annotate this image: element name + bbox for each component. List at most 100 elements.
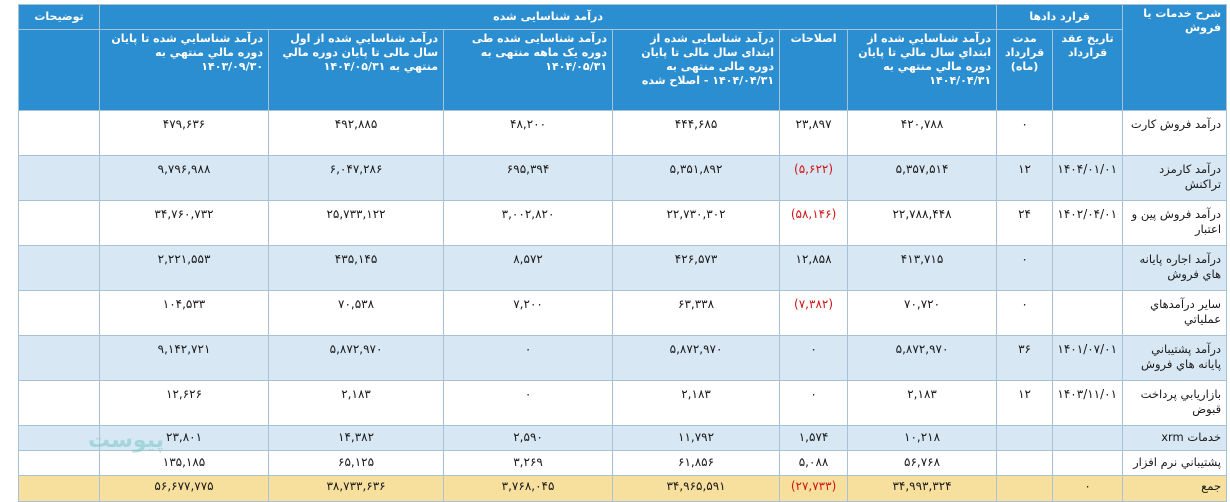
cell-rev-ytd: ۶۵,۱۲۵: [268, 450, 445, 476]
cell-rev-ytd: ۴۹۲,۸۸۵: [268, 110, 445, 156]
cell-description: [18, 110, 100, 156]
header-rev-ytd: درآمد شناسايي شده از اول سال مالی تا پای…: [268, 29, 445, 111]
header-recognized-group: درآمد شناسایی شده: [98, 4, 998, 30]
total-rev-month: ۳,۷۶۸,۰۴۵: [443, 475, 614, 502]
cell-date: ۱۴۰۴/۰۱/۰۱: [1052, 155, 1124, 201]
watermark-logo: پیوست: [88, 428, 164, 453]
cell-corrections: ۱۲,۸۵۸: [779, 245, 849, 291]
total-service: جمع: [1122, 475, 1228, 502]
cell-rev-month: ۰: [443, 335, 614, 381]
cell-rev-month: ۲,۵۹۰: [443, 425, 614, 451]
cell-corrections: ۲۳,۸۹۷: [779, 110, 849, 156]
cell-corrections: ۱,۵۷۴: [779, 425, 849, 451]
cell-corrections: ۰: [779, 380, 849, 426]
header-corrections: اصلاحات: [779, 29, 849, 111]
cell-rev-ytd: ۲۵,۷۳۳,۱۲۲: [268, 200, 445, 246]
cell-rev-start-prev: ۷۰,۷۲۰: [847, 290, 998, 336]
header-contract-date: تاریخ عقد قرارداد: [1052, 29, 1124, 111]
total-rev-end-fy: ۵۶,۶۷۷,۷۷۵: [98, 475, 270, 502]
cell-description: [18, 245, 100, 291]
cell-rev-end-fy: ۹,۱۴۲,۷۲۱: [98, 335, 270, 381]
cell-service: ساير درآمدهاي عملياتي: [1122, 290, 1228, 336]
cell-rev-end-fy: ۱۰۴,۵۳۳: [98, 290, 270, 336]
cell-rev-month: ۶۹۵,۳۹۴: [443, 155, 614, 201]
report-container: شرح خدمات یا فروش قرارد دادها درآمد شناس…: [18, 4, 1228, 502]
cell-date: ۱۴۰۲/۰۴/۰۱: [1052, 200, 1124, 246]
cell-corrections: (۵۸,۱۴۶): [779, 200, 849, 246]
cell-service: درآمد کارمزد تراکنش: [1122, 155, 1228, 201]
table-row: درآمد فروش پین و اعتبار ۱۴۰۲/۰۴/۰۱ ۲۴ ۲۲,۷۸…: [18, 200, 1228, 246]
cell-rev-start-corrected: ۱۱,۷۹۲: [612, 425, 781, 451]
cell-description: [18, 290, 100, 336]
table-row: پشتيباني نرم افزار ۵۶,۷۶۸ ۵,۰۸۸ ۶۱,۸۵۶ ۳,۲۶۹…: [18, 450, 1228, 476]
cell-rev-ytd: ۴۳۵,۱۴۵: [268, 245, 445, 291]
total-duration: [996, 475, 1054, 502]
header-description: توضیحات: [18, 4, 100, 30]
cell-service: درآمد اجاره پایانه هاي فروش: [1122, 245, 1228, 291]
cell-service: درآمد فروش پین و اعتبار: [1122, 200, 1228, 246]
cell-rev-ytd: ۵,۸۷۲,۹۷۰: [268, 335, 445, 381]
cell-date: ۱۴۰۳/۱۱/۰۱: [1052, 380, 1124, 426]
cell-service: درآمد فروش کارت: [1122, 110, 1228, 156]
cell-rev-start-prev: ۵,۸۷۲,۹۷۰: [847, 335, 998, 381]
cell-description: [18, 155, 100, 201]
table-row: درآمد پشتيباني پايانه هاي فروش ۱۴۰۱/۰۷/۰۱…: [18, 335, 1228, 381]
cell-corrections: ۰: [779, 335, 849, 381]
cell-rev-month: ۴۸,۲۰۰: [443, 110, 614, 156]
header-rev-start-corrected: درآمد شناسایی شده از ابتدای سال مالی تا …: [612, 29, 781, 111]
table-row: بازاريابي پرداخت قبوض ۱۴۰۳/۱۱/۰۱ ۱۲ ۲,۱۸۳ ۰ ۲…: [18, 380, 1228, 426]
cell-corrections: (۵,۶۲۲): [779, 155, 849, 201]
cell-duration: ۰: [996, 245, 1054, 291]
cell-rev-start-corrected: ۲۲,۷۳۰,۳۰۲: [612, 200, 781, 246]
cell-rev-start-corrected: ۵,۸۷۲,۹۷۰: [612, 335, 781, 381]
cell-duration: [996, 450, 1054, 476]
cell-duration: ۱۲: [996, 380, 1054, 426]
cell-duration: ۰: [996, 110, 1054, 156]
cell-rev-ytd: ۱۴,۳۸۲: [268, 425, 445, 451]
cell-rev-start-corrected: ۵,۳۵۱,۸۹۲: [612, 155, 781, 201]
total-rev-start-corrected: ۳۴,۹۶۵,۵۹۱: [612, 475, 781, 502]
cell-date: [1052, 245, 1124, 291]
header-service: شرح خدمات یا فروش: [1122, 4, 1228, 111]
cell-rev-start-prev: ۲,۱۸۳: [847, 380, 998, 426]
cell-rev-start-corrected: ۶۱,۸۵۶: [612, 450, 781, 476]
cell-rev-start-prev: ۵۶,۷۶۸: [847, 450, 998, 476]
cell-description: [18, 200, 100, 246]
cell-date: [1052, 110, 1124, 156]
cell-description: [18, 335, 100, 381]
header-duration: مدت قرارداد (ماه): [996, 29, 1054, 111]
header-contracts-group: قرارد دادها: [996, 4, 1124, 30]
cell-service: بازاريابي پرداخت قبوض: [1122, 380, 1228, 426]
table-row: ساير درآمدهاي عملياتي ۰ ۷۰,۷۲۰ (۷,۳۸۲) ۶۳,۳۳…: [18, 290, 1228, 336]
total-row: جمع ۰ ۳۴,۹۹۳,۳۲۴ (۲۷,۷۳۳) ۳۴,۹۶۵,۵۹۱ ۳,۷۶۸,۰۴…: [18, 475, 1228, 502]
cell-rev-end-fy: ۲۳,۸۰۱: [98, 425, 270, 451]
cell-duration: ۱۲: [996, 155, 1054, 201]
header-rev-end-fy: درآمد شناسايي شده تا پايان دوره مالي منت…: [98, 29, 270, 111]
total-corrections: (۲۷,۷۳۳): [779, 475, 849, 502]
cell-rev-month: ۳,۰۰۲,۸۲۰: [443, 200, 614, 246]
cell-date: [1052, 450, 1124, 476]
total-date: ۰: [1052, 475, 1124, 502]
cell-rev-end-fy: ۴۷۹,۶۳۶: [98, 110, 270, 156]
header-rev-start-prev: درآمد شناسايي شده از ابتداي سال مالي تا …: [847, 29, 998, 111]
cell-date: ۱۴۰۱/۰۷/۰۱: [1052, 335, 1124, 381]
cell-rev-start-corrected: ۶۳,۳۳۸: [612, 290, 781, 336]
cell-rev-end-fy: ۱۲,۶۲۶: [98, 380, 270, 426]
header-rev-month: درآمد شناسایی شده طی دوره یک ماهه منتهی …: [443, 29, 614, 111]
cell-service: خدمات xrm: [1122, 425, 1228, 451]
cell-rev-month: ۳,۲۶۹: [443, 450, 614, 476]
cell-rev-ytd: ۶,۰۴۷,۲۸۶: [268, 155, 445, 201]
table-row: درآمد کارمزد تراکنش ۱۴۰۴/۰۱/۰۱ ۱۲ ۵,۳۵۷,۵۱۴…: [18, 155, 1228, 201]
cell-rev-start-prev: ۱۰,۲۱۸: [847, 425, 998, 451]
table-row: خدمات xrm ۱۰,۲۱۸ ۱,۵۷۴ ۱۱,۷۹۲ ۲,۵۹۰ ۱۴,۳۸۲ ۲۳,…: [18, 425, 1228, 451]
cell-date: [1052, 425, 1124, 451]
table-body: درآمد فروش کارت ۰ ۴۲۰,۷۸۸ ۲۳,۸۹۷ ۴۴۴,۶۸۵ ۴۸,۲…: [18, 110, 1228, 502]
cell-duration: ۲۴: [996, 200, 1054, 246]
cell-corrections: (۷,۳۸۲): [779, 290, 849, 336]
cell-corrections: ۵,۰۸۸: [779, 450, 849, 476]
cell-duration: ۳۶: [996, 335, 1054, 381]
cell-rev-start-prev: ۴۱۳,۷۱۵: [847, 245, 998, 291]
header-description-sub: [18, 29, 100, 111]
cell-rev-start-corrected: ۴۴۴,۶۸۵: [612, 110, 781, 156]
revenue-table: شرح خدمات یا فروش قرارد دادها درآمد شناس…: [18, 4, 1228, 502]
